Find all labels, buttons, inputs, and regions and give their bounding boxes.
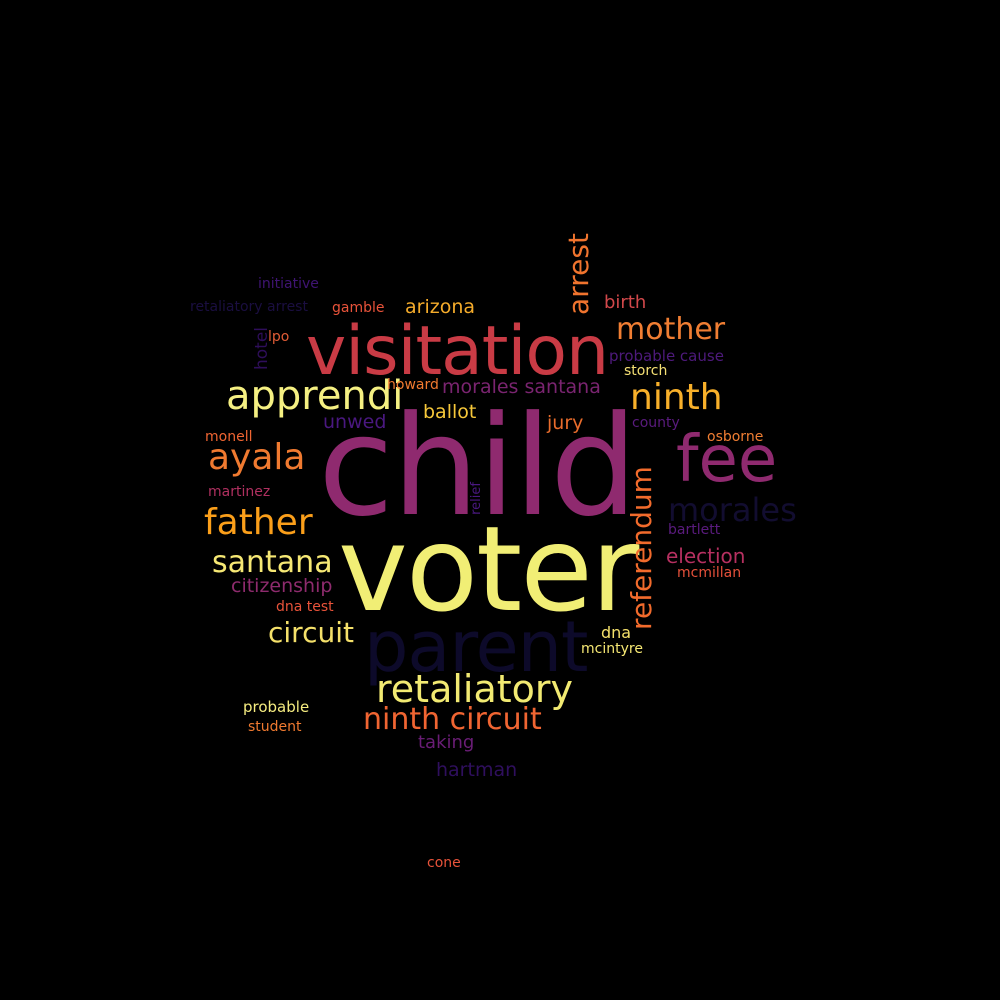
word-retaliatory: retaliatory xyxy=(376,667,574,711)
word-mcmillan: mcmillan xyxy=(677,565,742,581)
word-taking: taking xyxy=(418,732,475,753)
word-birth: birth xyxy=(604,292,647,313)
word-hartman: hartman xyxy=(436,759,518,781)
word-parent: parent xyxy=(364,606,588,688)
word-howard: howard xyxy=(387,377,439,393)
word-arizona: arizona xyxy=(405,296,476,318)
word-ayala: ayala xyxy=(208,437,306,478)
word-osborne: osborne xyxy=(707,429,764,445)
word-dna-test: dna test xyxy=(276,599,334,615)
word-bartlett: bartlett xyxy=(668,522,721,538)
word-student: student xyxy=(248,719,302,735)
word-child: child xyxy=(318,386,638,547)
word-ninth: ninth xyxy=(630,377,723,418)
word-apprendi: apprendi xyxy=(226,373,404,419)
word-initiative: initiative xyxy=(258,276,319,292)
word-storch: storch xyxy=(624,363,668,379)
word-ninth-circuit: ninth circuit xyxy=(363,702,542,737)
word-morales-santana: morales santana xyxy=(442,376,601,398)
word-relief: relief xyxy=(468,482,484,515)
word-mcintyre: mcintyre xyxy=(581,641,643,657)
word-retaliatory-arrest: retaliatory arrest xyxy=(190,299,308,315)
word-probable-cause: probable cause xyxy=(609,347,724,365)
word-fee: fee xyxy=(676,423,778,497)
word-visitation: visitation xyxy=(306,312,609,391)
word-gamble: gamble xyxy=(332,300,385,316)
word-father: father xyxy=(204,502,313,543)
word-cone: cone xyxy=(427,855,461,871)
word-dna: dna xyxy=(601,623,632,642)
word-county: county xyxy=(632,415,680,431)
word-monell: monell xyxy=(205,429,253,445)
word-referendum: referendum xyxy=(624,466,658,630)
word-unwed: unwed xyxy=(323,411,387,433)
word-martinez: martinez xyxy=(208,484,271,500)
word-voter: voter xyxy=(338,500,639,638)
word-mother: mother xyxy=(616,312,726,347)
word-lpo: lpo xyxy=(268,329,290,345)
word-citizenship: citizenship xyxy=(231,575,333,597)
word-arrest: arrest xyxy=(561,233,595,315)
word-morales: morales xyxy=(668,491,797,529)
word-santana: santana xyxy=(212,545,333,580)
word-ballot: ballot xyxy=(423,401,477,423)
word-circuit: circuit xyxy=(268,616,354,649)
word-election: election xyxy=(666,544,746,568)
word-probable: probable xyxy=(243,698,310,716)
word-jury: jury xyxy=(547,412,584,434)
